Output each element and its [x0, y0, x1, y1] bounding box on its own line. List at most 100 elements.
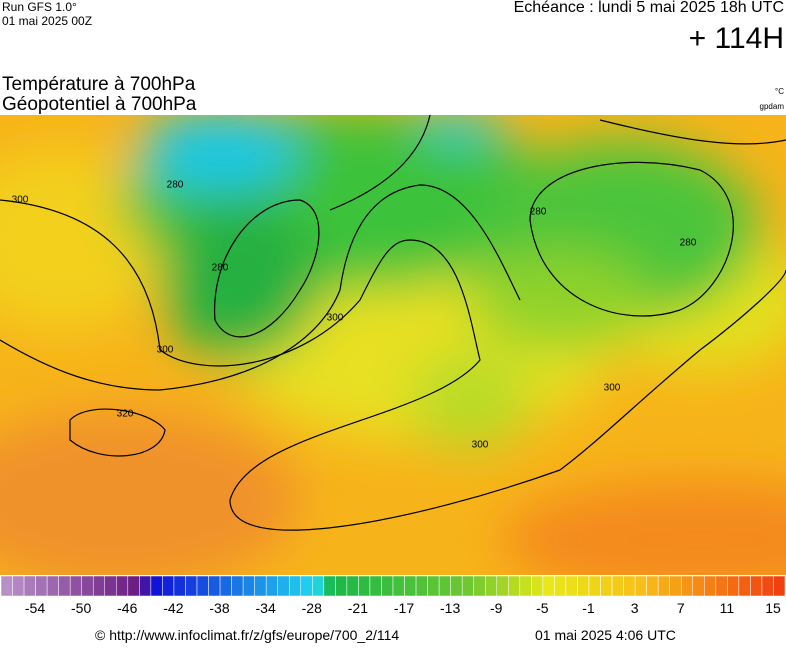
contour-label: 280 — [530, 207, 547, 218]
colorbar-cell — [231, 575, 244, 597]
colorbar-cell — [588, 575, 601, 597]
colorbar-cell — [104, 575, 117, 597]
source-url: © http://www.infoclimat.fr/z/gfs/europe/… — [95, 627, 399, 643]
colorbar-cell — [692, 575, 705, 597]
colorbar-cell — [116, 575, 129, 597]
colorbar-cell — [265, 575, 278, 597]
map-field: 300 280 280 280 280 300 300 300 300 320 — [0, 115, 786, 575]
colorbar-label: -50 — [71, 600, 91, 616]
colorbar-cell — [508, 575, 521, 597]
colorbar-label: -5 — [536, 600, 549, 616]
colorbar-cell — [0, 575, 13, 597]
colorbar-label: -28 — [302, 600, 322, 616]
colorbar-label: -54 — [25, 600, 45, 616]
colorbar-label: -13 — [440, 600, 460, 616]
colorbar-cell — [139, 575, 152, 597]
colorbar-cell — [704, 575, 717, 597]
contour-labels: 300 280 280 280 280 300 300 300 300 320 — [12, 180, 697, 451]
contour-label: 280 — [212, 263, 229, 274]
colorbar-cell — [738, 575, 751, 597]
colorbar-cell — [81, 575, 94, 597]
contour-label: 280 — [167, 180, 184, 191]
colorbar-cell — [335, 575, 348, 597]
colorbar-label: -38 — [209, 600, 229, 616]
colorbar-cell — [727, 575, 740, 597]
colorbar-labels: -54 -50 -46 -42 -38 -34 -28 -21 -17 -13 -9 -5 -1 3 7 11… — [25, 600, 781, 616]
colorbar-label: -34 — [256, 600, 276, 616]
colorbar-cell — [69, 575, 82, 597]
colorbar-cell — [12, 575, 25, 597]
colorbar-cell — [715, 575, 728, 597]
colorbar-cell — [623, 575, 636, 597]
colorbar-cell — [484, 575, 498, 597]
title-geopotential: Géopotentiel à 700hPa — [2, 94, 197, 115]
colorbar-cell — [381, 575, 394, 597]
colorbar-cell — [392, 575, 405, 597]
colorbar-cell — [288, 575, 302, 597]
colorbar-cell — [23, 575, 36, 597]
colorbar-label: -42 — [163, 600, 183, 616]
lead-time: + 114H — [689, 22, 784, 55]
colorbar-cell — [450, 575, 463, 597]
colorbar-cell — [565, 575, 578, 597]
colorbar-cell — [162, 575, 175, 597]
colorbar-cell — [415, 575, 428, 597]
colorbar — [0, 575, 786, 597]
run-date: 01 mai 2025 00Z — [2, 14, 92, 28]
colorbar-cell — [657, 575, 670, 597]
colorbar-cell — [35, 575, 48, 597]
colorbar-cell — [312, 575, 325, 597]
geopotential-contours — [0, 115, 786, 531]
colorbar-cell — [254, 575, 267, 597]
colorbar-cell — [150, 575, 163, 597]
colorbar-cell — [369, 575, 382, 597]
colorbar-cell — [58, 575, 71, 597]
colorbar-cell — [323, 575, 336, 597]
colorbar-cell — [427, 575, 440, 597]
colorbar-label: -9 — [490, 600, 503, 616]
colorbar-cell — [277, 575, 290, 597]
contour-label: 300 — [604, 383, 621, 394]
colorbar-cell — [519, 575, 532, 597]
colorbar-cell — [761, 575, 774, 597]
colorbar-label: 7 — [677, 600, 685, 616]
colorbar-cell — [750, 575, 763, 597]
colorbar-cell — [669, 575, 682, 597]
colorbar-cell — [542, 575, 555, 597]
colorbar-label: -21 — [348, 600, 368, 616]
colorbar-cell — [554, 575, 567, 597]
colorbar-cell — [531, 575, 544, 597]
colorbar-label: 11 — [720, 600, 735, 616]
colorbar-cell — [773, 575, 786, 597]
colorbar-cell — [173, 575, 186, 597]
colorbar-cell — [611, 575, 624, 597]
valid-time: Echéance : lundi 5 mai 2025 18h UTC — [514, 0, 784, 16]
colorbar-label: 3 — [631, 600, 639, 616]
colorbar-cell — [404, 575, 417, 597]
colorbar-label: 15 — [765, 600, 781, 616]
colorbar-cell — [185, 575, 198, 597]
colorbar-cell — [358, 575, 371, 597]
colorbar-cell — [577, 575, 590, 597]
unit-geopotential: gpdam — [760, 102, 785, 111]
colorbar-cell — [196, 575, 209, 597]
render-date: 01 mai 2025 4:06 UTC — [535, 627, 676, 643]
colorbar-cell — [646, 575, 659, 597]
colorbar-label: -46 — [117, 600, 137, 616]
colorbar-cell — [680, 575, 694, 597]
run-label: Run GFS 1.0° — [2, 0, 77, 14]
colorbar-cell — [92, 575, 106, 597]
unit-temperature: °C — [775, 87, 784, 96]
contour-label: 300 — [472, 440, 489, 451]
contour-label: 280 — [680, 238, 697, 249]
colorbar-cell — [496, 575, 509, 597]
colorbar-cell — [219, 575, 232, 597]
colorbar-cell — [438, 575, 451, 597]
colorbar-label: -17 — [394, 600, 414, 616]
colorbar-cell — [46, 575, 59, 597]
colorbar-label: -1 — [582, 600, 595, 616]
colorbar-cell — [127, 575, 140, 597]
colorbar-cell — [208, 575, 221, 597]
